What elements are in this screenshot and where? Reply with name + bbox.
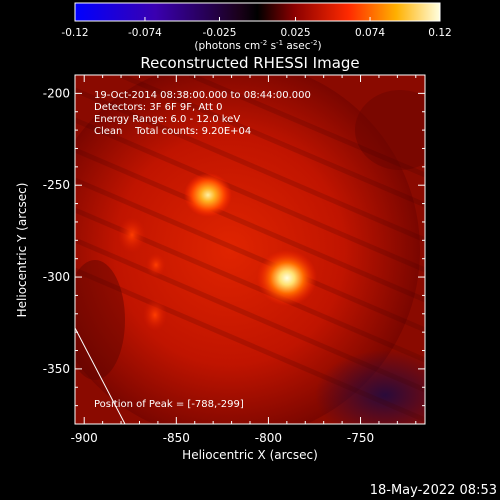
x-axis-ticks: -900 -850 -800 -750: [71, 75, 417, 445]
colorbar-units: (photons cm-2 s-1 asec-2): [194, 39, 321, 52]
x-tick-label: -750: [347, 431, 374, 445]
peak-position-label: Position of Peak = [-788,-299]: [94, 399, 244, 410]
info-line: 19-Oct-2014 08:38:00.000 to 08:44:00.000: [94, 90, 311, 101]
y-axis-ticks: -200 -250 -300 -350: [43, 86, 425, 407]
y-tick-label: -300: [43, 270, 70, 284]
x-axis-label: Heliocentric X (arcsec): [182, 448, 318, 462]
colorbar-tick-label: 0.074: [355, 27, 385, 39]
info-line: Detectors: 3F 6F 9F, Att 0: [94, 102, 222, 113]
info-line: Energy Range: 6.0 - 12.0 keV: [94, 114, 240, 125]
plot-title: Reconstructed RHESSI Image: [140, 54, 359, 72]
colorbar-tick-label: -0.074: [128, 27, 162, 39]
x-tick-label: -850: [163, 431, 190, 445]
y-axis-label: Heliocentric Y (arcsec): [15, 183, 29, 318]
rhessi-image: [75, 75, 425, 424]
colorbar-tick-label: -0.12: [61, 27, 88, 39]
info-block: 19-Oct-2014 08:38:00.000 to 08:44:00.000…: [94, 90, 311, 137]
y-tick-label: -250: [43, 178, 70, 192]
y-tick-label: -350: [43, 362, 70, 376]
colorbar-tick-label: -0.025: [203, 27, 237, 39]
info-line: Clean Total counts: 9.20E+04: [94, 126, 251, 137]
limb-line: [74, 327, 126, 425]
x-tick-label: -800: [255, 431, 282, 445]
x-tick-label: -900: [71, 431, 98, 445]
colorbar: [74, 2, 441, 22]
colorbar-ticks: -0.12 -0.074 -0.025 0.025 0.074 0.12: [61, 17, 452, 39]
colorbar-tick-label: 0.12: [428, 27, 451, 39]
timestamp: 18-May-2022 08:53: [370, 483, 497, 498]
y-tick-label: -200: [43, 86, 70, 100]
colorbar-tick-label: 0.025: [280, 27, 310, 39]
